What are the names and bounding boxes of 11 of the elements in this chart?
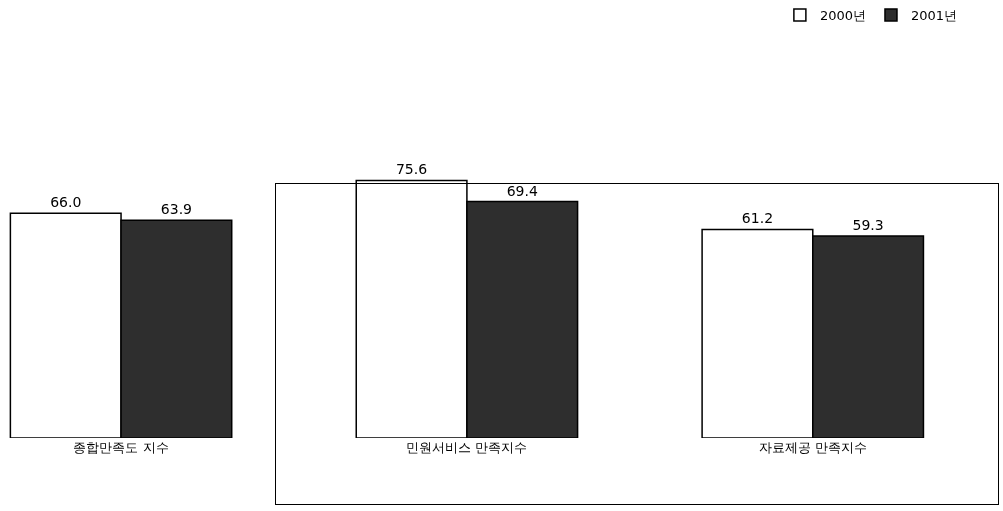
data-label: 61.2 [741, 210, 774, 227]
data-label: 63.9 [160, 201, 192, 218]
data-label: 59.3 [852, 216, 884, 233]
data-label: 69.4 [506, 182, 538, 199]
legend-label: 2001년 [910, 8, 958, 24]
x-tick-label: 자료제공 만족지수 [758, 440, 867, 455]
x-tick-label: 종합만족도 지수 [73, 440, 169, 455]
data-label: 75.6 [395, 161, 428, 178]
legend-label: 2000년 [819, 8, 866, 24]
x-tick-label: 민원서비스 만족지수 [406, 440, 528, 455]
data-label: 66.0 [50, 194, 82, 211]
